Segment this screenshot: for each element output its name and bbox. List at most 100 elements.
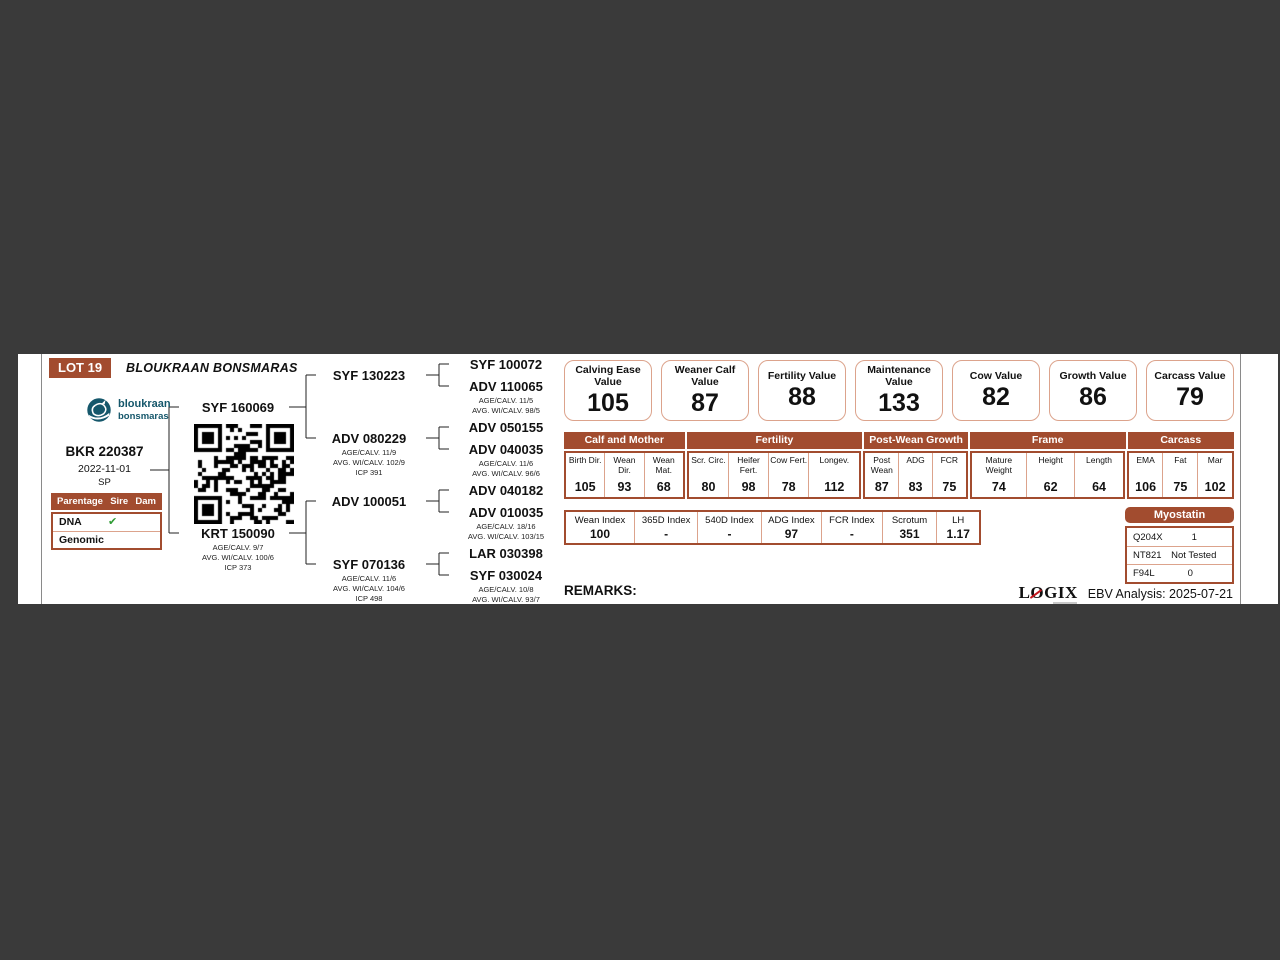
parentage-row-label: Genomic xyxy=(59,534,104,546)
pedigree-detail: AGE/CALV. 18/16 xyxy=(476,522,536,531)
value-box-label: Growth Value xyxy=(1059,370,1127,382)
ebv-cell: Mar 102 xyxy=(1197,453,1232,497)
pedigree-id: LAR 030398 xyxy=(469,546,543,561)
value-box-value: 87 xyxy=(691,388,719,417)
value-box-value: 86 xyxy=(1079,382,1107,411)
catalog-page: LOT 19 BLOUKRAAN BONSMARAS bloukraan bon… xyxy=(18,354,1278,604)
value-box-label: Fertility Value xyxy=(767,370,837,382)
index-cell: 540D Index - xyxy=(697,512,760,543)
footer-right: LOGIX EBV Analysis: 2025-07-21 xyxy=(1018,583,1233,604)
pedigree-id: ADV 040182 xyxy=(468,483,544,498)
parentage-header-dam: Dam xyxy=(135,496,156,507)
index-cell: FCR Index - xyxy=(821,512,881,543)
myostatin-row: F94L 0 xyxy=(1127,564,1232,582)
pedigree-lines xyxy=(150,363,449,576)
pedigree-detail: ICP 498 xyxy=(355,594,383,603)
value-box-value: 133 xyxy=(878,388,920,417)
myostatin-row: NT821 Not Tested xyxy=(1127,546,1232,564)
value-box-calving-ease: Calving Ease Value 105 xyxy=(564,360,652,421)
ebv-cell: Wean Dir. 93 xyxy=(604,453,643,497)
pedigree-detail: AVG. WI/CALV. 98/5 xyxy=(472,406,540,415)
myostatin-title: Myostatin xyxy=(1125,507,1234,523)
ebv-group-calf-and-mother: Birth Dir. 105 Wean Dir. 93 Wean Mat. 68 xyxy=(564,451,685,499)
pedigree-node: ADV 040182 xyxy=(441,483,571,498)
value-boxes: Calving Ease Value 105 Weaner Calf Value… xyxy=(564,360,1234,421)
farm-logo: bloukraan bonsmaras xyxy=(84,395,171,425)
ebv-cell: Scr. Circ. 80 xyxy=(691,455,726,494)
ebv-group-carcass: EMA 106 Fat 75 Mar 102 xyxy=(1126,451,1234,499)
pedigree-node: SYF 070136 AGE/CALV. 11/6 AVG. WI/CALV. … xyxy=(289,557,449,604)
animal-id: BKR 220387 xyxy=(65,444,144,459)
ebv-analysis-date: EBV Analysis: 2025-07-21 xyxy=(1087,587,1233,601)
ebv-cell: Wean Mat. 68 xyxy=(643,453,683,497)
check-icon: ✔ xyxy=(108,516,118,528)
pedigree-detail: ICP 391 xyxy=(355,468,383,477)
ebv-group-header: Frame xyxy=(969,432,1126,449)
parentage-row-label: DNA xyxy=(59,516,82,528)
value-box-fertility: Fertility Value 88 xyxy=(758,360,846,421)
pedigree-id: ADV 010035 xyxy=(468,505,544,520)
value-box-label: Carcass Value xyxy=(1154,370,1226,382)
pedigree-id: ADV 110065 xyxy=(469,379,543,394)
pedigree-node-dam: KRT 150090 AGE/CALV. 9/7 AVG. WI/CALV. 1… xyxy=(163,526,313,573)
pedigree-detail: AVG. WI/CALV. 96/6 xyxy=(472,469,540,478)
pedigree-detail: AVG. WI/CALV. 100/6 xyxy=(202,553,274,562)
pedigree-detail: AGE/CALV. 11/6 xyxy=(341,574,397,583)
value-box-value: 105 xyxy=(587,388,629,417)
pedigree-id: SYF 160069 xyxy=(201,400,275,415)
ebv-group-header: Post-Wean Growth xyxy=(864,432,968,449)
ebv-cell: Birth Dir. 105 xyxy=(568,455,602,494)
pedigree-node: LAR 030398 xyxy=(441,546,571,561)
pedigree-id: ADV 080229 xyxy=(331,431,407,446)
pedigree-id: ADV 100051 xyxy=(331,494,407,509)
parentage-table: Parentage Sire Dam DNA ✔ Genomic xyxy=(51,493,162,550)
pedigree-detail: AGE/CALV. 11/9 xyxy=(341,448,397,457)
pedigree-id: ADV 040035 xyxy=(468,442,544,457)
value-box-label: Weaner Calf Value xyxy=(674,364,736,388)
ebv-cell: FCR 75 xyxy=(931,453,966,497)
lot-card: LOT 19 BLOUKRAAN BONSMARAS bloukraan bon… xyxy=(41,354,1241,604)
value-box-value: 88 xyxy=(788,382,816,411)
lot-badge: LOT 19 xyxy=(49,358,112,378)
ebv-cell: Length 64 xyxy=(1074,453,1122,497)
pedigree-id: ADV 050155 xyxy=(468,420,544,435)
animal-status: SP xyxy=(98,477,111,488)
myostatin-row: Q204X 1 xyxy=(1133,531,1197,543)
ebv-cell: Heifer Fert. 98 xyxy=(728,453,768,497)
pedigree-node: SYF 130223 xyxy=(289,368,449,383)
animal-birth-date: 2022-11-01 xyxy=(78,463,131,475)
pedigree-node: ADV 010035 AGE/CALV. 18/16 AVG. WI/CALV.… xyxy=(441,505,571,542)
ebv-group-fertility: Scr. Circ. 80 Heifer Fert. 98 Cow Fert. 78 … xyxy=(686,451,862,499)
ebv-group-header: Calf and Mother xyxy=(564,432,685,449)
ebv-group-frame: Mature Weight 74 Height 62 Length 64 xyxy=(969,451,1125,499)
index-cell: ADG Index 97 xyxy=(760,512,821,543)
pedigree-node: SYF 030024 AGE/CALV. 10/8 AVG. WI/CALV. … xyxy=(441,568,571,605)
pedigree-detail: AVG. WI/CALV. 102/9 xyxy=(333,458,405,467)
pedigree-detail: AGE/CALV. 9/7 xyxy=(212,543,264,552)
pedigree-node: ADV 110065 AGE/CALV. 11/5 AVG. WI/CALV. … xyxy=(441,379,571,416)
pedigree-node: ADV 040035 AGE/CALV. 11/6 AVG. WI/CALV. … xyxy=(441,442,571,479)
pedigree-detail: AVG. WI/CALV. 103/15 xyxy=(467,532,545,541)
pedigree-node-sire: SYF 160069 xyxy=(163,400,313,415)
pedigree-node: ADV 100051 xyxy=(289,494,449,509)
logix-logo: LOGIX xyxy=(1018,583,1078,604)
stud-title: BLOUKRAAN BONSMARAS xyxy=(126,361,298,375)
parentage-body: DNA ✔ Genomic xyxy=(51,512,162,550)
pedigree-detail: AVG. WI/CALV. 104/6 xyxy=(333,584,405,593)
ebv-group-headers: Calf and Mother Fertility Post-Wean Grow… xyxy=(564,432,1234,449)
value-box-value: 79 xyxy=(1176,382,1204,411)
pedigree-id: SYF 130223 xyxy=(332,368,406,383)
pedigree-node: ADV 050155 xyxy=(441,420,571,435)
value-box-cow: Cow Value 82 xyxy=(952,360,1040,421)
pedigree-detail: AGE/CALV. 11/6 xyxy=(478,459,534,468)
value-box-label: Maintenance Value xyxy=(867,364,931,388)
pedigree-id: SYF 100072 xyxy=(469,357,543,372)
value-box-label: Calving Ease Value xyxy=(575,364,641,388)
index-cell: 365D Index - xyxy=(633,512,697,543)
value-box-maintenance: Maintenance Value 133 xyxy=(855,360,943,421)
ebv-table: Birth Dir. 105 Wean Dir. 93 Wean Mat. 68 Sc… xyxy=(564,451,1234,499)
parentage-header: Parentage Sire Dam xyxy=(51,493,162,510)
animal-summary: BKR 220387 2022-11-01 SP xyxy=(42,444,167,488)
ebv-cell: EMA 106 xyxy=(1135,455,1157,494)
